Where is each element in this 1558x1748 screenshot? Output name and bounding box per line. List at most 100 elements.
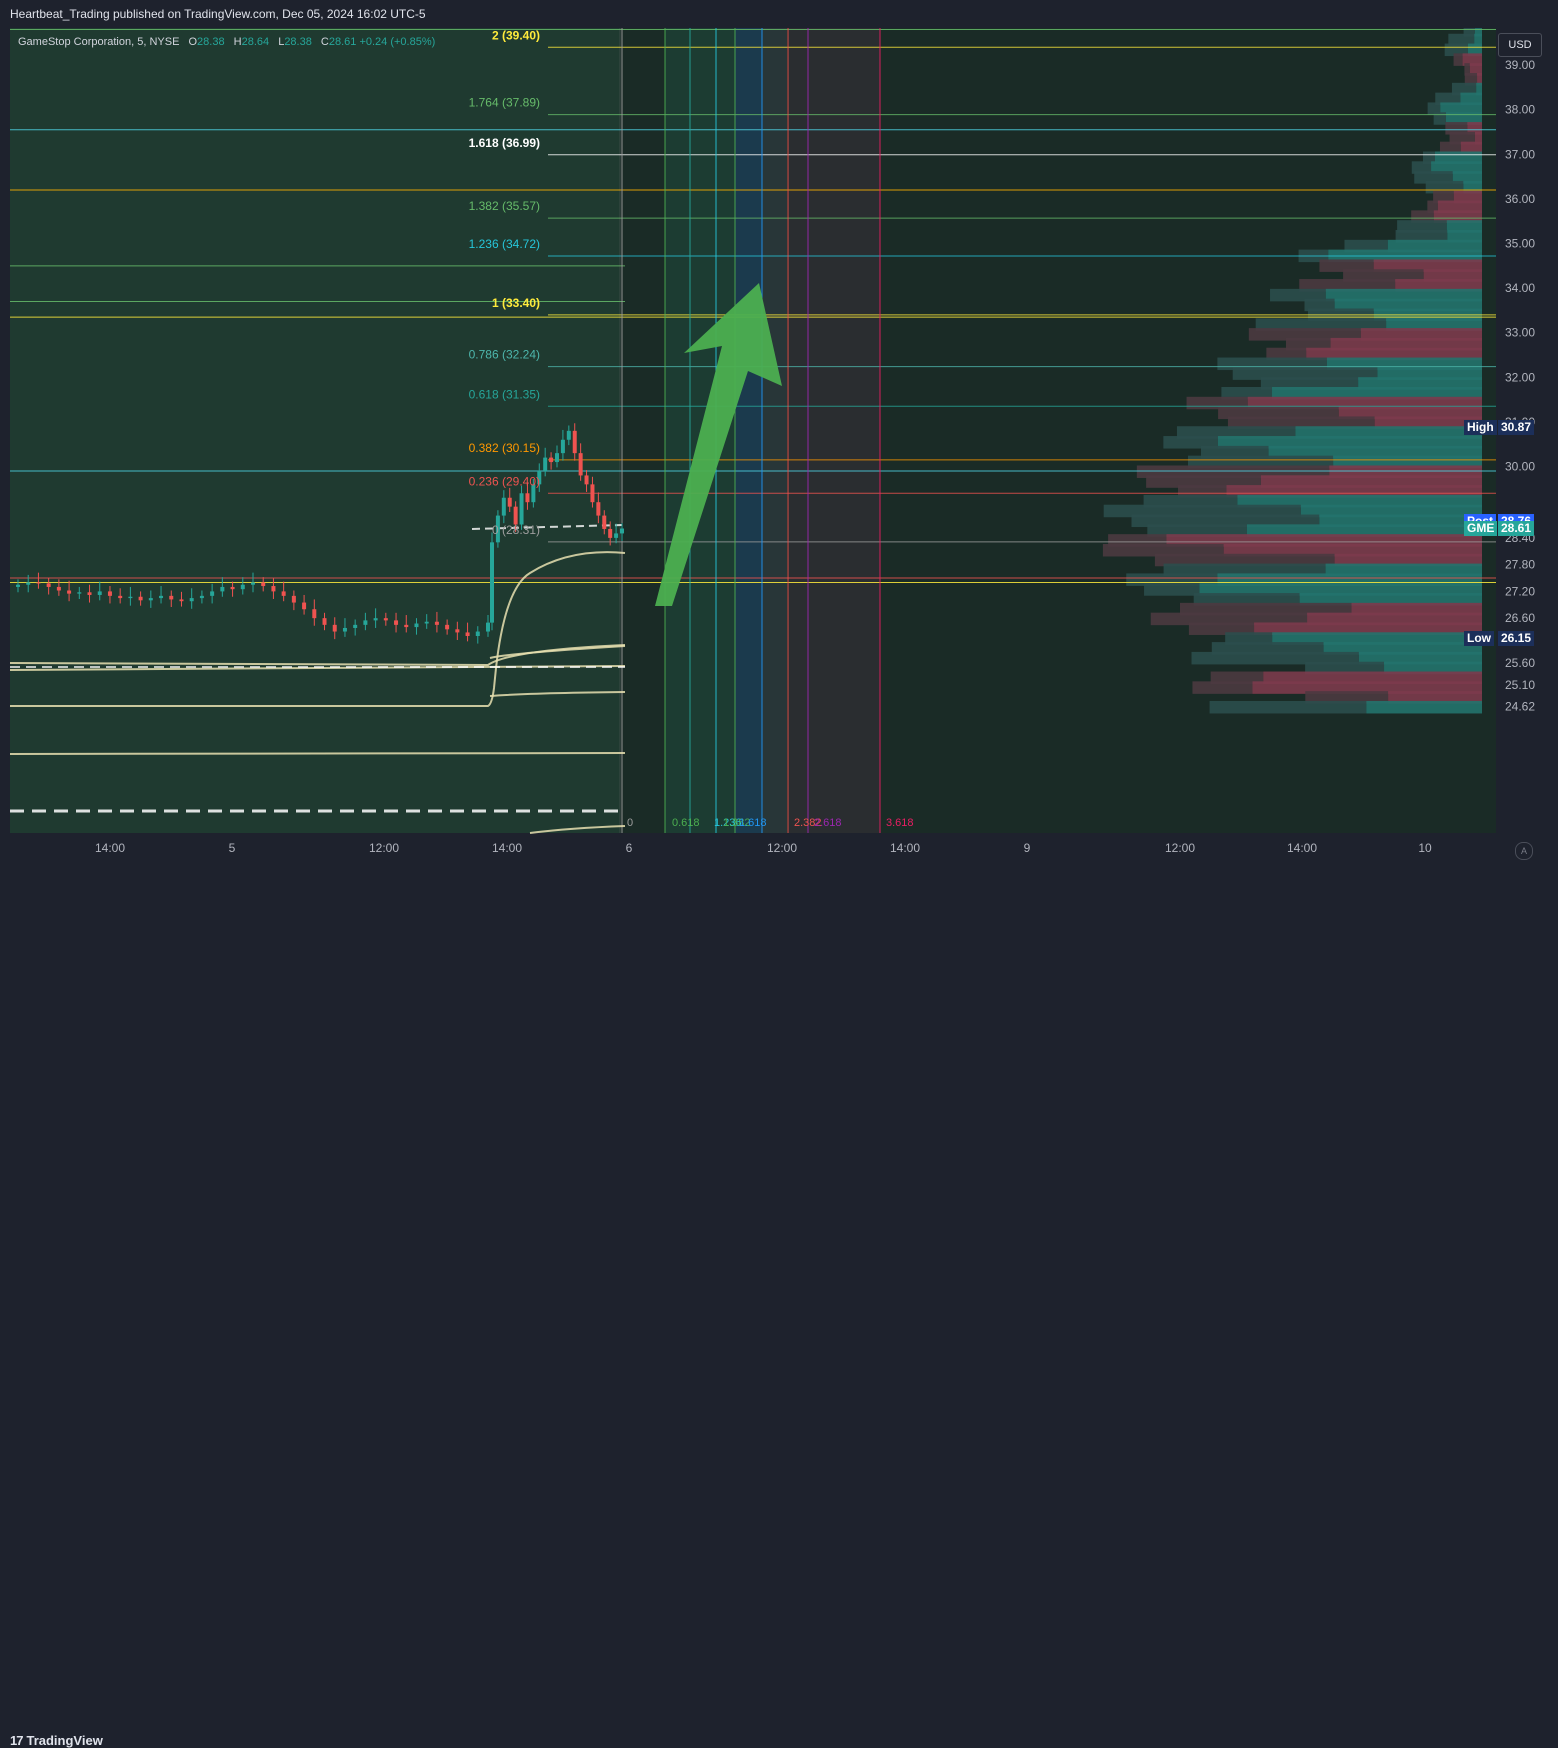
time-tick-label: 14:00	[95, 841, 125, 855]
price-tag-label: Low	[1464, 630, 1494, 646]
time-tick-label: 12:00	[369, 841, 399, 855]
volume-bar-value	[1300, 504, 1482, 518]
volume-bar-value	[1333, 455, 1482, 469]
close-value: 28.61	[328, 36, 357, 48]
candle-body	[107, 591, 112, 596]
price-tick-label: 30.00	[1505, 460, 1535, 474]
volume-bar	[1227, 416, 1375, 429]
price-tick-label: 27.80	[1505, 558, 1535, 572]
volume-bar-value	[1467, 122, 1482, 135]
volume-bar-value	[1476, 82, 1482, 96]
volume-bar-value	[1329, 465, 1482, 478]
time-fib-label: 1.236	[714, 817, 742, 829]
candle-body	[434, 621, 439, 625]
volume-bar	[1439, 141, 1461, 155]
time-tick-label: 14:00	[890, 841, 920, 855]
volume-bar	[1299, 279, 1396, 292]
time-fib-label: 2.382	[794, 817, 822, 829]
time-fib-label: 1.382	[723, 817, 751, 829]
volume-bar-value	[1462, 53, 1482, 66]
candle-body	[291, 595, 296, 603]
volume-bar	[1144, 583, 1200, 596]
volume-bar-value	[1366, 700, 1482, 714]
volume-bar-value	[1474, 131, 1482, 145]
candle-body	[424, 621, 429, 624]
price-tag-value: 26.15	[1498, 630, 1535, 646]
volume-bar-value	[1467, 43, 1482, 57]
time-tick-label: 9	[1024, 841, 1031, 855]
volume-bar-value	[1199, 583, 1482, 596]
close-label: C	[320, 36, 329, 48]
volume-bar-value	[1295, 426, 1482, 439]
candle-body	[602, 515, 607, 529]
volume-bar-value	[1325, 563, 1482, 577]
auto-scale-button[interactable]: A	[1515, 842, 1533, 860]
vwap-band	[10, 551, 626, 707]
price-tick-label: 35.00	[1505, 237, 1535, 251]
candle-body	[614, 533, 619, 538]
candle-body	[159, 595, 164, 599]
volume-bar	[1143, 494, 1238, 508]
fib-level-label: 0.618 (31.35)	[469, 387, 540, 401]
volume-bar-value	[1351, 602, 1482, 616]
fib-level-label: 0.786 (32.24)	[469, 348, 540, 362]
volume-bar-value	[1386, 318, 1482, 331]
volume-bar	[1193, 593, 1300, 606]
vwap-band	[10, 752, 626, 755]
volume-bar	[1136, 465, 1330, 478]
price-tag-value: 30.87	[1498, 420, 1535, 436]
high-value: 28.64	[241, 36, 270, 48]
volume-bar	[1319, 259, 1374, 272]
volume-bar	[1464, 63, 1470, 76]
open-value: 28.38	[197, 36, 225, 48]
candle-body	[578, 453, 583, 476]
price-tick-label: 37.00	[1505, 147, 1535, 161]
volume-bar-value	[1477, 73, 1482, 86]
candle-body	[445, 624, 450, 630]
volume-bar-value	[1388, 691, 1482, 704]
candle-body	[138, 596, 143, 601]
candle-body	[394, 620, 399, 625]
chart-area[interactable]: 0 0.618 1.236 1.382 1.618 2.382 2.618 3.618 2 (…	[10, 28, 1548, 861]
candle-body	[16, 584, 20, 587]
volume-bar	[1221, 386, 1273, 400]
fib-level-label: 1.618 (36.99)	[469, 136, 540, 150]
volume-bar	[1445, 122, 1468, 135]
footer-bar: 17 TradingView	[0, 861, 1558, 1748]
price-tick-label: 32.00	[1505, 370, 1535, 384]
volume-bar-value	[1254, 622, 1482, 635]
volume-bar-value	[1460, 92, 1482, 106]
time-tick-label: 10	[1418, 841, 1432, 855]
candle-body	[404, 624, 409, 628]
candle-body	[118, 595, 123, 599]
candle-body	[302, 602, 307, 610]
volume-bar-value	[1325, 288, 1482, 302]
candle-body	[240, 584, 245, 590]
volume-bar-value	[1272, 386, 1482, 400]
volume-bar-value	[1166, 534, 1482, 547]
time-fib-label: 0.618	[672, 817, 700, 829]
volume-bar	[1344, 239, 1388, 253]
candle-body	[560, 439, 565, 454]
volume-bar-value	[1260, 475, 1482, 488]
volume-bar-value	[1299, 593, 1482, 606]
candle-body	[281, 591, 286, 596]
volume-bar-value	[1338, 406, 1482, 420]
candle-body	[169, 595, 174, 600]
candle-body	[383, 618, 388, 621]
volume-bar	[1163, 563, 1326, 577]
volume-bar-value	[1453, 190, 1482, 204]
candle-body	[525, 493, 530, 503]
volume-bar-value	[1246, 524, 1482, 537]
vwap-band	[489, 645, 626, 659]
volume-bar-value	[1469, 63, 1482, 76]
volume-bar	[1427, 200, 1438, 214]
candle-body	[56, 586, 61, 591]
volume-bar	[1103, 504, 1301, 518]
currency-button[interactable]: USD	[1498, 33, 1542, 57]
candle-body	[77, 592, 82, 594]
price-tick-label: 27.20	[1505, 584, 1535, 598]
volume-bar	[1260, 377, 1359, 390]
volume-bar-value	[1431, 161, 1482, 174]
